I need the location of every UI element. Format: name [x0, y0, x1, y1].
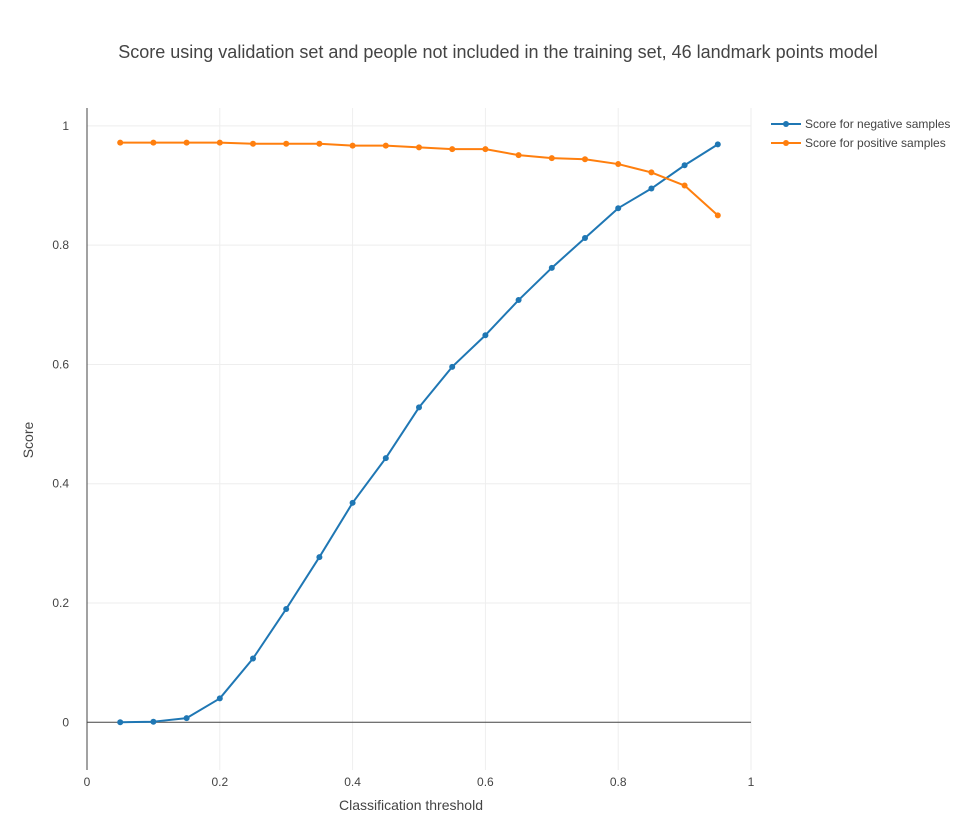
data-point-positive[interactable]	[482, 146, 489, 153]
y-tick-label: 0.8	[52, 238, 69, 252]
x-tick-label: 0.6	[477, 775, 494, 789]
data-point-positive[interactable]	[548, 155, 555, 162]
data-point-positive[interactable]	[648, 169, 655, 176]
tick-labels: 0 0.2 0.4 0.6 0.8 1 0 0.2 0.4 0.6 0.8 1	[52, 119, 754, 789]
data-point-positive[interactable]	[382, 142, 389, 149]
x-tick-label: 0.8	[610, 775, 627, 789]
data-point-negative[interactable]	[714, 141, 721, 148]
x-tick-label: 0.4	[344, 775, 361, 789]
data-point-positive[interactable]	[250, 140, 256, 147]
x-tick-label: 0	[84, 775, 91, 789]
y-tick-label: 0.2	[52, 596, 69, 610]
y-tick-label: 0	[62, 715, 69, 729]
data-point-positive[interactable]	[283, 140, 290, 147]
chart-title: Score using validation set and people no…	[118, 42, 877, 62]
data-point-negative[interactable]	[515, 297, 522, 304]
y-axis-label: Score	[20, 422, 36, 459]
data-point-positive[interactable]	[515, 152, 522, 159]
data-point-positive[interactable]	[316, 140, 323, 147]
data-point-negative[interactable]	[382, 455, 389, 462]
legend[interactable]: Score for negative samples Score for pos…	[771, 117, 950, 150]
data-point-positive[interactable]	[714, 212, 721, 219]
data-point-negative[interactable]	[449, 363, 456, 370]
data-point-negative[interactable]	[681, 162, 688, 169]
data-point-negative[interactable]	[648, 185, 655, 192]
x-axis-label: Classification threshold	[339, 797, 483, 813]
data-point-positive[interactable]	[216, 139, 223, 146]
y-tick-label: 1	[62, 119, 69, 133]
legend-item-negative[interactable]: Score for negative samples	[771, 117, 950, 131]
data-point-positive[interactable]	[615, 161, 622, 168]
data-point-negative[interactable]	[482, 332, 489, 339]
data-point-positive[interactable]	[449, 146, 456, 153]
data-point-negative[interactable]	[250, 655, 256, 662]
data-point-negative[interactable]	[615, 205, 622, 212]
x-tick-label: 0.2	[211, 775, 228, 789]
data-point-positive[interactable]	[183, 139, 190, 146]
data-point-negative[interactable]	[548, 264, 555, 271]
data-point-positive[interactable]	[416, 144, 422, 151]
y-tick-label: 0.4	[52, 477, 69, 491]
data-point-positive[interactable]	[681, 182, 688, 189]
data-point-negative[interactable]	[117, 719, 124, 726]
data-point-negative[interactable]	[316, 554, 323, 561]
legend-item-positive[interactable]: Score for positive samples	[771, 136, 946, 150]
legend-label-positive: Score for positive samples	[805, 136, 946, 150]
data-point-positive[interactable]	[349, 142, 356, 149]
axes	[86, 108, 751, 770]
data-point-positive[interactable]	[150, 139, 157, 146]
data-series	[117, 139, 721, 726]
legend-marker-positive	[783, 140, 789, 146]
legend-label-negative: Score for negative samples	[805, 117, 950, 131]
data-point-negative[interactable]	[416, 404, 422, 411]
legend-marker-negative	[783, 121, 789, 127]
y-tick-label: 0.6	[52, 357, 69, 371]
data-point-negative[interactable]	[183, 715, 190, 722]
x-tick-label: 1	[748, 775, 755, 789]
data-point-negative[interactable]	[150, 718, 157, 725]
data-point-positive[interactable]	[582, 156, 588, 163]
data-point-negative[interactable]	[582, 235, 588, 242]
data-point-negative[interactable]	[349, 499, 356, 506]
grid-lines	[87, 108, 752, 770]
data-point-negative[interactable]	[283, 605, 290, 612]
data-point-positive[interactable]	[117, 139, 124, 146]
data-point-negative[interactable]	[216, 695, 223, 702]
